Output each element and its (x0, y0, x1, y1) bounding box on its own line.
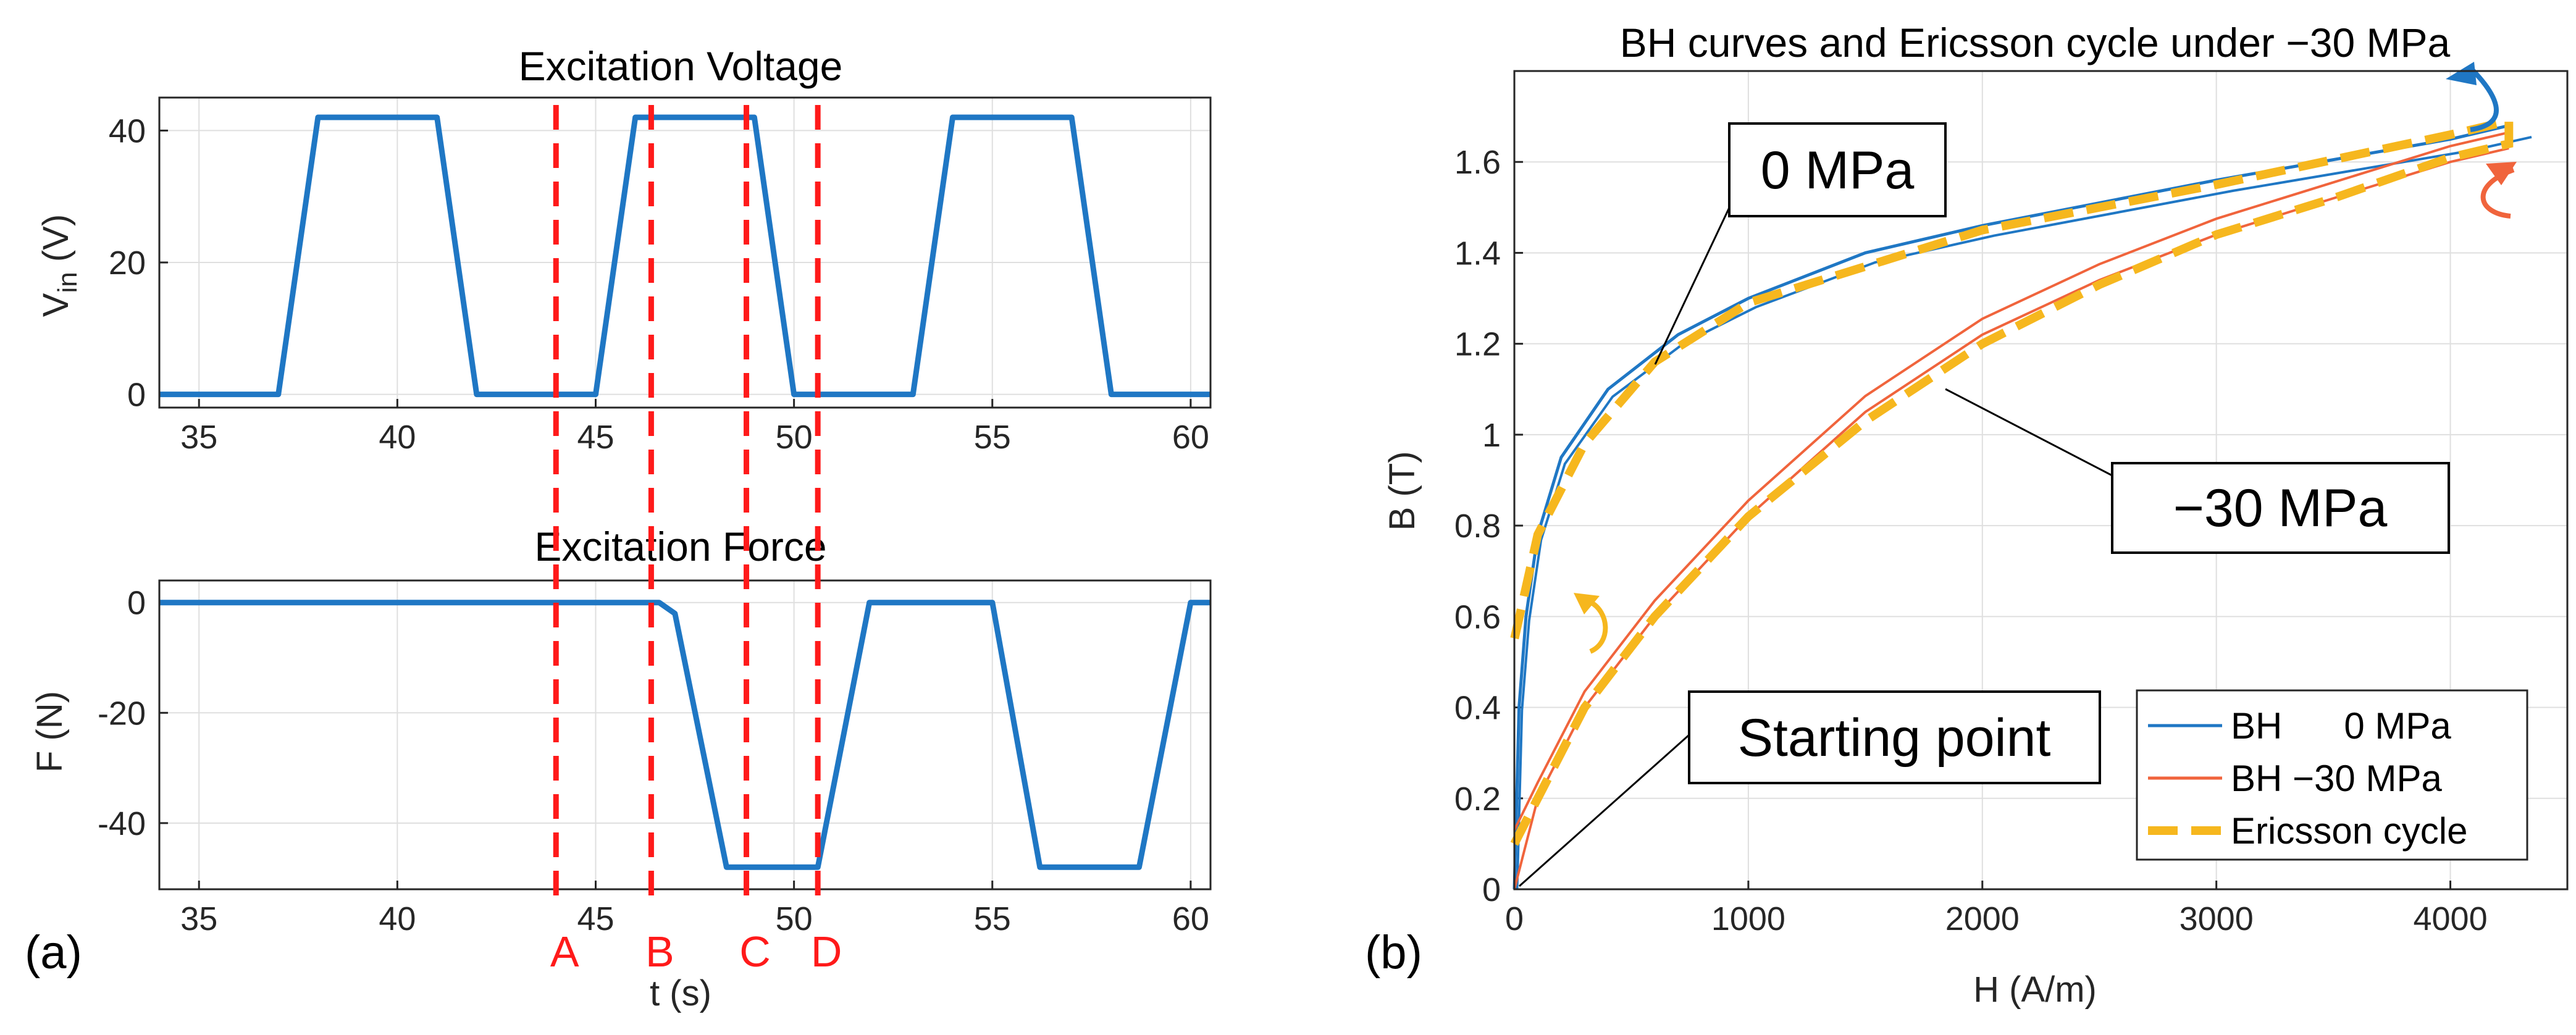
marker-label-d: D (811, 928, 842, 976)
callout-starting-point: Starting point (1519, 690, 2101, 887)
callout-0mpa-leader (1654, 194, 1737, 365)
force-axes-frame (158, 579, 1212, 890)
x-tick-label: 4000 (2413, 900, 2487, 937)
panel-label-a: (a) (25, 926, 82, 979)
bh-chart-title: BH curves and Ericsson cycle under −30 M… (1620, 20, 2451, 65)
y-tick-label: 0.8 (1454, 508, 1501, 545)
voltage-y-label: Vin (V) (36, 214, 83, 317)
y-tick-label: 0 (127, 585, 146, 622)
x-tick-label: 50 (776, 419, 813, 456)
bh-0mpa-line (1512, 124, 2509, 890)
voltage-y-label-main: V (36, 293, 76, 317)
force-chart-title: Excitation Force (534, 524, 826, 569)
voltage-chart-title: Excitation Voltage (519, 43, 843, 89)
marker-label-a: A (550, 928, 579, 976)
force-y-label: F (N) (30, 691, 70, 773)
legend-label-bh0: BH 0 MPa (2231, 705, 2451, 747)
callout-starting-point-text: Starting point (1738, 708, 2051, 768)
voltage-series-line (159, 114, 1210, 398)
bh-30mpa-line-inner (1513, 131, 2509, 831)
panel-label-b: (b) (1365, 926, 1422, 979)
x-tick-label: 45 (577, 900, 614, 937)
legend-label-bh30: BH −30 MPa (2231, 758, 2442, 799)
callout-30mpa-leader (1945, 388, 2113, 477)
x-tick-label: 1000 (1711, 900, 1785, 937)
x-tick-label: 35 (180, 419, 217, 456)
rotation-arrow-yellow-icon (1588, 600, 1608, 654)
x-tick-label: 50 (776, 900, 813, 937)
y-tick-label: 0 (1482, 871, 1501, 908)
x-tick-label: 60 (1172, 419, 1209, 456)
y-tick-label: 20 (109, 245, 146, 282)
x-tick-label: 60 (1172, 900, 1209, 937)
marker-label-c: C (739, 928, 771, 976)
bh-chart: BH curves and Ericsson cycle under −30 M… (1382, 20, 2569, 1010)
x-tick-label: 2000 (1945, 900, 2020, 937)
x-tick-label: 0 (1505, 900, 1524, 937)
force-series-line (159, 600, 1210, 870)
callout-0mpa: 0 MPa (1654, 122, 1947, 365)
voltage-y-label-sub: in (52, 272, 83, 293)
x-tick-label: 35 (180, 900, 217, 937)
callout-0mpa-box (1728, 122, 1947, 217)
x-tick-label: 40 (379, 419, 416, 456)
y-tick-label: 0.6 (1454, 598, 1501, 635)
callout-30mpa-box (2111, 462, 2450, 554)
callout-30mpa: −30 MPa (1945, 388, 2450, 554)
force-x-label: t (s) (650, 973, 711, 1013)
voltage-y-label-unit: (V) (36, 214, 76, 272)
callout-starting-point-box (1688, 690, 2101, 784)
bh-x-label: H (A/m) (1973, 970, 2097, 1010)
y-tick-label: 0.4 (1454, 690, 1501, 727)
y-tick-label: -40 (98, 805, 146, 842)
callout-0mpa-text: 0 MPa (1761, 141, 1915, 200)
x-tick-label: 3000 (2180, 900, 2254, 937)
voltage-axes-frame (158, 96, 1212, 409)
bh-legend: BH 0 MPa BH −30 MPa Ericsson cycle (2136, 689, 2528, 861)
y-tick-label: 1 (1482, 417, 1501, 454)
x-tick-label: 55 (974, 900, 1011, 937)
voltage-chart: Excitation Voltage Vin (V) 35 40 45 50 55 60 0… (36, 43, 1212, 456)
x-tick-label: 40 (379, 900, 416, 937)
y-tick-label: -20 (98, 695, 146, 732)
y-tick-label: 0 (127, 377, 146, 414)
y-tick-label: 0.2 (1454, 781, 1501, 818)
y-tick-label: 1.4 (1454, 235, 1501, 272)
rotation-arrow-blue-head-icon (2446, 62, 2477, 85)
legend-label-ericsson: Ericsson cycle (2231, 810, 2467, 852)
marker-label-b: B (645, 928, 674, 976)
bh-y-label: B (T) (1382, 451, 1422, 531)
x-tick-label: 55 (974, 419, 1011, 456)
y-tick-label: 1.2 (1454, 326, 1501, 363)
rotation-arrow-yellow-head-icon (1574, 593, 1600, 614)
x-tick-label: 45 (577, 419, 614, 456)
bh-axes-frame (1513, 70, 2569, 890)
callout-30mpa-text: −30 MPa (2173, 479, 2388, 538)
rotation-arrow-blue-icon (2469, 66, 2499, 132)
rotation-arrow-orange-head-icon (2486, 162, 2517, 185)
callout-starting-point-leader (1519, 734, 1690, 887)
ericsson-cycle-line (1510, 115, 2514, 846)
y-tick-label: 40 (109, 112, 146, 149)
y-tick-label: 1.6 (1454, 144, 1501, 181)
force-chart: Excitation Force F (N) t (s) 35 40 45 50 55 6… (30, 524, 1212, 1013)
